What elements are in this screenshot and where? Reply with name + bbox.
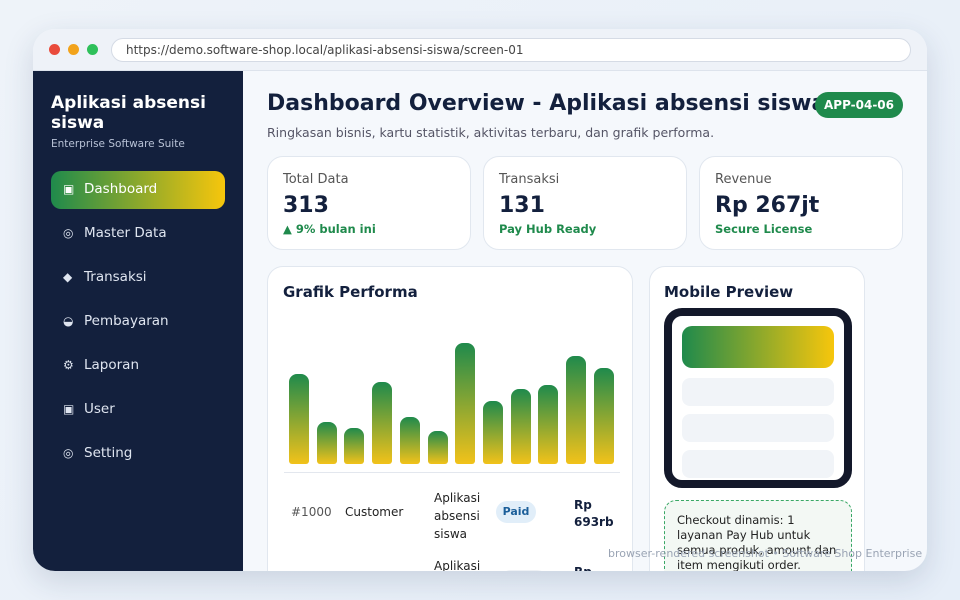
stat-value: 313 <box>283 193 329 218</box>
phone-header <box>682 326 834 368</box>
bar <box>538 385 559 464</box>
cell-product: Aplikasi <box>434 559 481 571</box>
cell-amount: Rp <box>574 565 592 571</box>
checkout-note: Checkout dinamis: 1 layanan Pay Hub untu… <box>664 500 852 571</box>
page-title: Dashboard Overview - Aplikasi absensi si… <box>267 91 827 116</box>
menu-icon: ◎ <box>63 226 74 240</box>
phone <box>664 308 852 488</box>
menu-item[interactable]: ◎ Master Data <box>51 215 225 253</box>
menu-item[interactable]: ◆ Transaksi <box>51 259 225 297</box>
menu-label: User <box>84 401 115 417</box>
chart-card: Grafik Performa #1000 Customer Aplikasi ab… <box>267 266 633 571</box>
menu-label: Transaksi <box>84 269 147 285</box>
menu-item[interactable]: ◒ Pembayaran <box>51 303 225 341</box>
maximize-dot[interactable] <box>87 44 98 55</box>
menu-icon: ◆ <box>63 270 73 284</box>
chart-title: Grafik Performa <box>283 283 418 301</box>
menu-icon: ◎ <box>63 446 74 460</box>
bar <box>344 428 365 464</box>
stat-card: Revenue Rp 267jt Secure License <box>699 156 903 250</box>
menu-label: Setting <box>84 445 133 461</box>
stat-card: Transaksi 131 Pay Hub Ready <box>483 156 687 250</box>
cell-id: #1000 <box>291 505 332 519</box>
bar <box>399 417 420 464</box>
phone-row <box>682 378 834 406</box>
bar <box>566 356 586 464</box>
menu-icon: ⚙ <box>63 358 74 372</box>
bar <box>482 401 503 464</box>
menu-icon: ▣ <box>63 402 75 416</box>
bar <box>372 382 393 464</box>
stat-value: 131 <box>499 193 545 218</box>
stat-value: Rp 267jt <box>715 193 820 218</box>
mobile-title: Mobile Preview <box>664 283 794 301</box>
menu-item[interactable]: ◎ Setting <box>51 435 225 473</box>
stat-card: Total Data 313 ▲ 9% bulan ini <box>267 156 471 250</box>
page-subtitle: Ringkasan bisnis, kartu statistik, aktiv… <box>267 125 715 140</box>
cell-customer: Customer <box>345 505 404 519</box>
stat-label: Transaksi <box>499 172 560 187</box>
bar <box>427 431 448 464</box>
menu-item[interactable]: ⚙ Laporan <box>51 347 225 385</box>
app-subtitle: Enterprise Software Suite <box>51 138 185 150</box>
stat-label: Total Data <box>283 172 349 187</box>
sidebar: Aplikasi absensi siswa Enterprise Softwa… <box>33 71 243 571</box>
cell-status <box>500 570 548 571</box>
browser-window: https://demo.software-shop.local/aplikas… <box>33 29 927 571</box>
menu-item[interactable]: ▣ Dashboard <box>51 171 225 209</box>
bar <box>455 343 476 464</box>
app-title: Aplikasi absensi siswa <box>51 93 206 133</box>
stat-note: Pay Hub Ready <box>499 222 597 236</box>
menu-label: Pembayaran <box>84 313 169 329</box>
badge: APP-04-06 <box>815 92 903 118</box>
menu-item[interactable]: ▣ User <box>51 391 225 429</box>
footer: browser-rendered screenshot • Software S… <box>608 547 923 560</box>
cell-status: Paid <box>496 501 536 523</box>
menu-label: Master Data <box>84 225 167 241</box>
phone-row <box>682 450 834 478</box>
url-bar[interactable]: https://demo.software-shop.local/aplikas… <box>111 38 911 62</box>
baseline <box>284 472 620 473</box>
bar <box>316 422 337 464</box>
mobile-card: Mobile Preview Checkout dinamis: 1 layan… <box>649 266 865 571</box>
title-bar: https://demo.software-shop.local/aplikas… <box>33 29 927 71</box>
bar <box>289 374 309 464</box>
bar <box>593 368 614 464</box>
stat-label: Revenue <box>715 172 772 187</box>
menu-label: Laporan <box>84 357 140 373</box>
menu-icon: ▣ <box>63 182 75 196</box>
close-dot[interactable] <box>49 44 60 55</box>
stat-note: Secure License <box>715 222 813 236</box>
bar <box>510 389 531 464</box>
minimize-dot[interactable] <box>68 44 79 55</box>
menu-icon: ◒ <box>63 314 74 328</box>
menu-label: Dashboard <box>84 181 158 197</box>
cell-product: Aplikasi absensi siswa <box>434 491 481 541</box>
phone-row <box>682 414 834 442</box>
cell-amount: Rp 693rb <box>574 498 614 529</box>
stat-note: ▲ 9% bulan ini <box>283 222 376 236</box>
